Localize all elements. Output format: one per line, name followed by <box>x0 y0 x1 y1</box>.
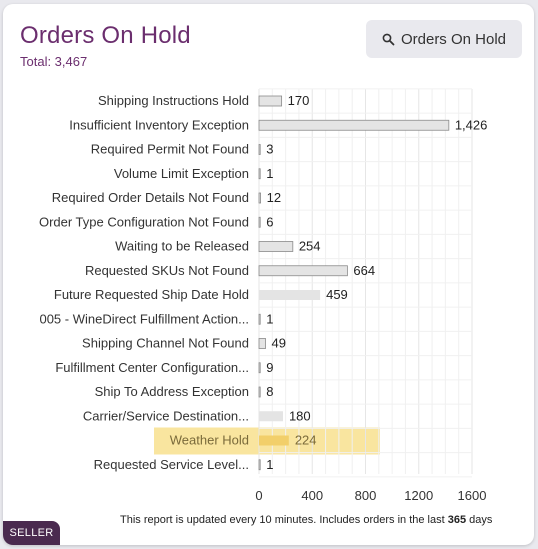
x-tick-label: 0 <box>255 488 262 503</box>
bar <box>259 411 283 422</box>
category-label: Waiting to be Released <box>115 239 249 254</box>
x-tick-label: 400 <box>301 488 323 503</box>
bar <box>258 119 450 131</box>
bar <box>258 192 261 204</box>
category-label: 005 - WineDirect Fulfillment Action... <box>39 311 249 326</box>
data-label: 49 <box>272 336 286 351</box>
category-label: Future Requested Ship Date Hold <box>54 287 249 302</box>
bar <box>258 144 261 155</box>
seller-badge: SELLER <box>3 521 60 545</box>
bar <box>258 338 266 349</box>
orders-on-hold-button[interactable]: Orders On Hold <box>366 20 522 58</box>
orders-on-hold-button-label: Orders On Hold <box>400 30 507 48</box>
orders-on-hold-card: Orders On Hold Total: 3,467 Orders On Ho… <box>3 4 534 545</box>
data-label: 1,426 <box>455 117 488 132</box>
data-label: 224 <box>295 433 317 448</box>
x-tick-label: 800 <box>355 488 377 503</box>
footer-text-suffix: days <box>466 514 493 526</box>
bar <box>258 362 261 374</box>
category-label: Fulfillment Center Configuration... <box>55 360 249 375</box>
category-label: Weather Hold <box>170 433 249 448</box>
category-label: Ship To Address Exception <box>95 384 249 399</box>
bar <box>258 241 294 252</box>
data-label: 1 <box>266 457 273 472</box>
data-label: 170 <box>288 93 310 108</box>
data-label: 254 <box>299 239 321 254</box>
category-label: Requested Service Level... <box>94 457 249 472</box>
bar <box>258 313 261 325</box>
data-label: 180 <box>289 408 311 423</box>
page-title: Orders On Hold <box>20 22 191 49</box>
data-label: 3 <box>266 142 273 157</box>
search-icon <box>382 33 395 45</box>
bar <box>258 459 261 471</box>
data-label: 459 <box>326 287 348 302</box>
category-label: Shipping Instructions Hold <box>98 93 249 108</box>
footer-text-prefix: This report is updated every 10 minutes.… <box>120 514 448 526</box>
category-label: Shipping Channel Not Found <box>82 336 249 351</box>
data-label: 1 <box>266 166 273 181</box>
category-label: Order Type Configuration Not Found <box>39 214 249 229</box>
bar <box>258 216 261 228</box>
bar <box>258 386 261 398</box>
data-label: 8 <box>266 384 273 399</box>
category-label: Requested SKUs Not Found <box>85 263 249 278</box>
category-label: Volume Limit Exception <box>114 166 249 181</box>
x-tick-label: 1200 <box>404 488 433 503</box>
data-label: 1 <box>266 311 273 326</box>
x-tick-label: 1600 <box>458 488 487 503</box>
data-label: 6 <box>266 214 273 229</box>
bar <box>258 168 261 180</box>
footer-days-value: 365 <box>447 514 467 526</box>
bar <box>258 95 283 107</box>
category-label: Insufficient Inventory Exception <box>69 117 249 132</box>
data-label: 12 <box>267 190 281 205</box>
data-label: 664 <box>353 263 375 278</box>
bar <box>258 265 348 277</box>
data-label: 9 <box>266 360 273 375</box>
category-label: Carrier/Service Destination... <box>83 408 249 423</box>
report-footer-note: This report is updated every 10 minutes.… <box>120 514 492 526</box>
total-count: Total: 3,467 <box>20 54 88 69</box>
bar <box>259 435 289 446</box>
category-label: Required Permit Not Found <box>91 142 249 157</box>
bar <box>259 290 321 300</box>
orders-on-hold-chart: Shipping Instructions Hold 170 Insufficien… <box>39 88 488 503</box>
category-label: Required Order Details Not Found <box>52 190 249 205</box>
